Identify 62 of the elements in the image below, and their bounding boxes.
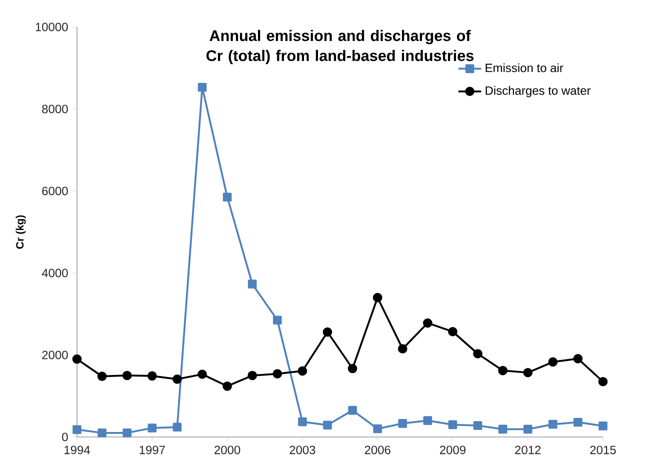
point (97, 372, 107, 381)
legend-label: Emission to air (486, 63, 564, 72)
point (473, 421, 482, 430)
point (98, 428, 106, 438)
point (573, 354, 583, 364)
point (298, 417, 307, 426)
x-tick-label: 2012 (515, 446, 541, 454)
x-tick-label: 2003 (290, 446, 316, 454)
x-tick-label: 1994 (64, 446, 90, 454)
point (598, 376, 608, 386)
point (423, 416, 432, 425)
point (172, 374, 182, 384)
point (398, 419, 408, 428)
point (272, 316, 282, 325)
point (448, 326, 458, 336)
point (348, 364, 358, 374)
point (72, 425, 82, 434)
point (248, 280, 257, 288)
text: Annual emission and discharges of Cr (total) from land-based industries (206, 30, 474, 64)
point (348, 406, 357, 415)
point (122, 370, 132, 380)
point (498, 424, 508, 434)
y-tick-label: 10000 (36, 22, 68, 32)
point (523, 424, 532, 434)
point (373, 424, 382, 434)
point (598, 422, 608, 430)
point (323, 420, 332, 430)
y-tick-label: 0 (62, 432, 68, 442)
point (222, 381, 232, 391)
point (198, 370, 207, 379)
point (122, 428, 132, 438)
y-tick-label: 4000 (42, 268, 68, 278)
point (147, 371, 157, 381)
x-tick-label: 2015 (590, 446, 616, 454)
x-tick-label: 1997 (140, 446, 165, 454)
point (574, 418, 582, 427)
point (222, 192, 232, 202)
point (172, 422, 182, 432)
point (523, 368, 533, 378)
point (398, 344, 408, 354)
legend-label: Discharges to water (486, 86, 591, 98)
point (198, 82, 207, 92)
point (498, 366, 508, 376)
point (272, 369, 282, 379)
x-tick-label: 2000 (214, 446, 240, 454)
y-tick-label: 8000 (42, 104, 68, 114)
point (473, 349, 482, 358)
point (423, 318, 432, 328)
point (548, 357, 558, 367)
y-tick-label: 2000 (42, 350, 68, 360)
point (148, 424, 157, 432)
y-tick-label: 6000 (42, 186, 68, 196)
x-tick-label: 2009 (440, 446, 466, 454)
point (372, 292, 382, 302)
x-tick-label: 2006 (364, 446, 390, 454)
y-axis-title: Cr (kg) (16, 215, 26, 249)
point (248, 370, 257, 380)
point (298, 366, 308, 376)
point (548, 420, 558, 429)
point (448, 420, 458, 430)
point (72, 354, 82, 364)
point (322, 327, 332, 337)
